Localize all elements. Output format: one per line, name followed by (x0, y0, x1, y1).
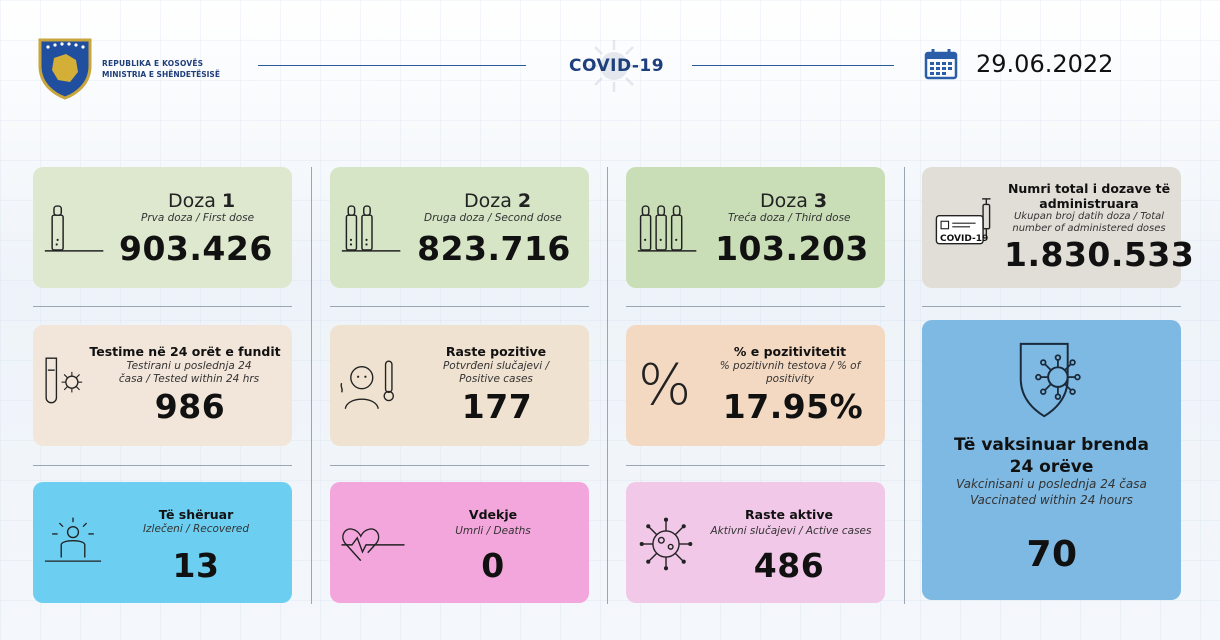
header-divider-right (692, 65, 894, 66)
dose2-card: Doza 2 Druga doza / Second dose 823.716 (330, 167, 589, 288)
dose3-card: Doza 3 Treća doza / Third dose 103.203 (626, 167, 885, 288)
vaccinated-card: Të vaksinuar brenda 24 orëve Vakcinisani… (922, 320, 1181, 600)
shield-virus-icon (1019, 342, 1081, 418)
dose3-value: 103.203 (715, 229, 869, 268)
positivity-card: % % e pozitivitetit % pozitivnih testova… (626, 325, 885, 446)
tests-value: 986 (154, 387, 226, 426)
vaccinated-subtitle-line1: Vakcinisani u poslednja 24 časa (956, 477, 1147, 491)
calendar-icon (924, 49, 958, 80)
vaccinated-subtitle-line2: Vaccinated within 24 hours (970, 493, 1133, 507)
test-tube-virus-icon (45, 357, 83, 404)
total-doses-title: Numri total i dozave të administruara (1007, 181, 1171, 211)
dose2-title-word: Doza (464, 190, 512, 212)
dose3-title-word: Doza (760, 190, 808, 212)
vial-triple-icon (637, 205, 697, 252)
separator-v3 (904, 167, 905, 604)
percent-icon: % (638, 353, 692, 418)
vaccinated-title: Të vaksinuar brenda 24 orëve (954, 435, 1149, 477)
covid-title: COVID-19 (569, 56, 665, 76)
positivity-title: % e pozitivitetit (733, 344, 847, 359)
ministry-name: REPUBLIKA E KOSOVËS MINISTRIA E SHËNDETË… (102, 58, 220, 80)
separator-v2 (607, 167, 608, 604)
dose2-subtitle: Druga doza / Second dose (424, 212, 562, 224)
dose3-subtitle: Treća doza / Third dose (728, 212, 851, 224)
tests-card: Testime në 24 orët e fundit Testirani u … (33, 325, 292, 446)
positivity-value: 17.95% (722, 387, 864, 426)
active-subtitle: Aktivni slučajevi / Active cases (710, 525, 872, 537)
deaths-card: Vdekje Umrli / Deaths 0 (330, 482, 589, 603)
total-doses-subtitle: Ukupan broj datih doza / Total number of… (1012, 211, 1166, 234)
total-doses-card: COVID-19 Numri total i dozave të adminis… (922, 167, 1195, 288)
ministry-line1: REPUBLIKA E KOSOVËS (102, 59, 204, 68)
dose2-value: 823.716 (417, 229, 571, 268)
tests-subtitle: Testirani u poslednja 24 časa / Tested w… (118, 360, 260, 385)
active-card: Raste aktive Aktivni slučajevi / Active … (626, 482, 885, 603)
virus-watermark-icon (588, 40, 640, 92)
recovered-subtitle: Izlečeni / Recovered (142, 523, 250, 535)
dose1-subtitle: Prva doza / First dose (141, 212, 255, 224)
active-value: 486 (753, 546, 825, 585)
virus-icon (639, 517, 693, 571)
dose1-value: 903.426 (119, 229, 273, 268)
positive-subtitle: Potvrđeni slučajevi / Positive cases (442, 360, 550, 385)
ministry-line2: MINISTRIA E SHËNDETËSISË (102, 70, 220, 79)
separator-v1 (311, 167, 312, 604)
recovered-value: 13 (172, 546, 220, 585)
deaths-title: Vdekje (468, 507, 518, 522)
fever-person-icon (340, 360, 394, 410)
separator-h1b (330, 306, 589, 307)
recovered-title: Të shëruar (158, 507, 234, 522)
positive-title: Raste pozitive (445, 344, 547, 359)
report-date: 29.06.2022 (976, 50, 1114, 78)
kosovo-emblem-icon (38, 38, 92, 100)
dose3-title: Doza 3 (760, 190, 827, 212)
separator-h1c (626, 306, 885, 307)
dose1-card: Doza 1 Prva doza / First dose 903.426 (33, 167, 292, 288)
tests-title: Testime në 24 orët e fundit (89, 344, 281, 359)
positive-value: 177 (461, 387, 533, 426)
vaccinated-value: 70 (1026, 534, 1078, 575)
total-doses-badge: COVID-19 (940, 234, 989, 244)
recovered-person-icon (44, 517, 102, 562)
total-doses-value: 1.830.533 (1004, 235, 1195, 274)
header-divider-left (258, 65, 526, 66)
separator-h2b (330, 465, 589, 466)
separator-h2c (626, 465, 885, 466)
dose1-title-word: Doza (168, 190, 216, 212)
header: REPUBLIKA E KOSOVËS MINISTRIA E SHËNDETË… (0, 0, 1220, 130)
vial-pair-icon (341, 205, 401, 252)
syringe-certificate-icon (935, 198, 991, 245)
heartbeat-icon (341, 528, 405, 562)
dose2-title: Doza 2 (464, 190, 531, 212)
dose2-title-num: 2 (517, 190, 532, 212)
recovered-card: Të shëruar Izlečeni / Recovered 13 (33, 482, 292, 603)
dose3-title-num: 3 (813, 190, 828, 212)
deaths-value: 0 (481, 546, 505, 585)
positivity-subtitle: % pozitivnih testova / % of positivity (719, 360, 861, 385)
deaths-subtitle: Umrli / Deaths (455, 525, 531, 537)
active-title: Raste aktive (745, 507, 833, 522)
positive-card: Raste pozitive Potvrđeni slučajevi / Pos… (330, 325, 589, 446)
dose1-title-num: 1 (221, 190, 236, 212)
separator-h2a (33, 465, 292, 466)
vial-icon (44, 205, 104, 252)
separator-h1a (33, 306, 292, 307)
dose1-title: Doza 1 (168, 190, 235, 212)
separator-h1d (922, 306, 1181, 307)
